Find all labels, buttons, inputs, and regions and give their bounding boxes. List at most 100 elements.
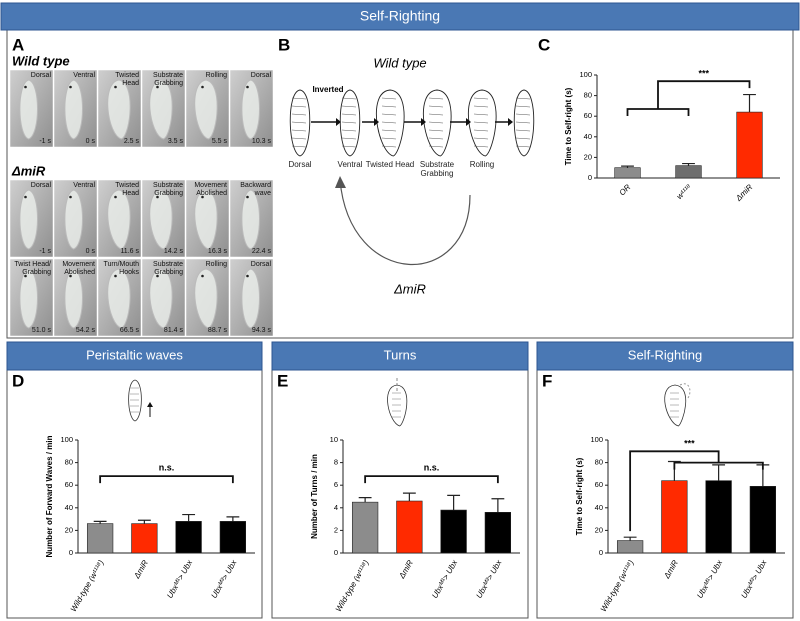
stage-label: Turn/Mouth Hooks	[103, 261, 139, 276]
stage-label: Ventral	[73, 182, 95, 189]
bar	[616, 540, 644, 554]
x-tick-label: w¹¹¹⁸	[675, 182, 694, 201]
y-axis-label: Time to Self-right (s)	[575, 457, 584, 535]
larva	[19, 268, 38, 329]
larva-spot	[246, 85, 249, 89]
larva-segment	[515, 145, 531, 148]
time-label: 22.4 s	[251, 248, 271, 255]
larva	[194, 79, 218, 140]
error-bar	[623, 536, 637, 541]
larva-segment	[381, 113, 397, 116]
larva-spot	[24, 274, 27, 278]
larva-segment	[428, 137, 444, 140]
stage-label: Substrate Grabbing	[419, 160, 455, 178]
larva-segment	[515, 129, 531, 132]
larva-segment	[428, 97, 444, 100]
larva-segment	[291, 129, 307, 132]
larva-spot	[69, 85, 72, 89]
panel-letter: A	[12, 35, 24, 54]
x-tick-label: Ubxᴹ¹> Ubx	[165, 558, 195, 600]
larva-segment	[291, 105, 307, 108]
y-tick-label: 8	[334, 458, 338, 467]
larva-spot	[24, 195, 27, 199]
larva-segment	[381, 121, 397, 124]
larva-spot	[69, 274, 72, 278]
bar	[351, 501, 379, 554]
dashed-outline	[679, 383, 691, 399]
header-bar	[0, 2, 800, 31]
stage-label: Rolling	[205, 72, 227, 79]
error-bar	[621, 165, 634, 168]
larva-spot	[114, 195, 117, 199]
significance-bracket	[629, 450, 764, 532]
y-tick-label: 4	[334, 503, 338, 512]
larva-segment	[381, 145, 397, 148]
y-tick-label: 60	[65, 480, 73, 489]
larva-icon	[128, 379, 142, 422]
larva-segment	[291, 137, 307, 140]
stage-label: Dorsal	[30, 182, 51, 189]
stage-label: Movement Abolished	[194, 182, 227, 197]
time-label: 3.5 s	[167, 138, 183, 145]
arrow-head	[374, 118, 379, 126]
stage-label: Twist Head/ Grabbing	[14, 261, 51, 276]
larva	[149, 79, 173, 140]
stage-label: Backward wave	[240, 182, 271, 197]
header-title: Self-Righting	[360, 8, 440, 24]
y-tick-label: 0	[334, 548, 338, 557]
larva-segment	[473, 105, 489, 108]
larva-segment	[341, 113, 357, 116]
error-bar	[712, 464, 726, 481]
y-tick-label: 60	[584, 111, 592, 120]
time-label: 81.4 s	[163, 327, 183, 334]
time-label: 16.3 s	[207, 248, 227, 255]
significance-label: ***	[684, 439, 695, 449]
larva-segment	[515, 121, 531, 124]
stage-label: Dorsal	[30, 72, 51, 79]
larva-segment	[341, 121, 357, 124]
significance-label: n.s.	[424, 463, 440, 473]
y-tick-label: 40	[65, 503, 73, 512]
larva	[149, 268, 173, 329]
y-axis-label: Number of Turns / min	[310, 454, 319, 539]
stage-label: Substrate Grabbing	[153, 261, 183, 276]
larva	[64, 189, 83, 250]
larva-outline	[339, 89, 361, 157]
y-tick-label: 100	[579, 70, 592, 79]
stage-label: Dorsal	[288, 160, 312, 169]
larva-outline	[468, 89, 497, 157]
x-tick-label: Ubxᴹ³> Ubx	[209, 558, 239, 600]
bar	[749, 486, 777, 554]
bar	[484, 512, 512, 554]
stage-label: Dorsal	[250, 72, 271, 79]
y-tick-label: 40	[595, 503, 603, 512]
larva-spot	[201, 85, 204, 89]
larva	[19, 189, 38, 250]
y-tick-label: 2	[334, 525, 338, 534]
larva	[107, 189, 131, 250]
larva-spot	[246, 274, 249, 278]
bar	[219, 521, 247, 554]
larva-segment	[381, 105, 397, 108]
stage-label: Twisted Head	[115, 182, 139, 197]
bar	[175, 521, 202, 554]
arrow-head	[335, 176, 346, 188]
bar	[614, 167, 641, 179]
larva-segment	[341, 97, 357, 100]
larva-segment	[473, 145, 489, 148]
y-tick-label: 80	[595, 458, 603, 467]
larva-spot	[114, 85, 117, 89]
larva-segment	[515, 105, 531, 108]
time-label: 88.7 s	[207, 327, 227, 334]
larva-segment	[341, 145, 357, 148]
larva-segment	[428, 129, 444, 132]
x-tick-label: Ubxᴹ¹> Ubx	[430, 558, 460, 600]
larva-segment	[473, 137, 489, 140]
stage-label: Substrate Grabbing	[153, 72, 183, 87]
significance-label: ***	[698, 69, 709, 79]
larva-icon	[664, 384, 687, 427]
larva-segment	[291, 113, 307, 116]
x-tick-label: Wild-type (w¹¹¹⁸)	[69, 558, 106, 613]
panel-title: Peristaltic waves	[86, 347, 183, 362]
y-tick-label: 80	[584, 91, 592, 100]
